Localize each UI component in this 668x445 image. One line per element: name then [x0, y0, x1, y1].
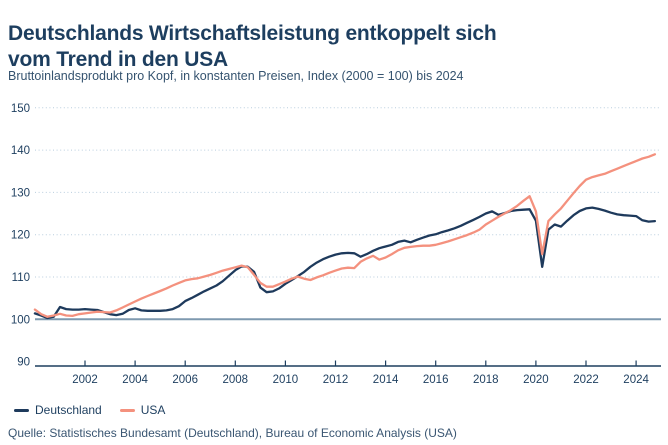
usa-line-swatch — [119, 408, 135, 412]
x-tick-label: 2014 — [373, 374, 399, 386]
x-tick-label: 2020 — [523, 374, 549, 386]
x-tick-label: 2018 — [473, 374, 499, 386]
y-tick-label: 120 — [11, 230, 30, 242]
x-tick-label: 2016 — [423, 374, 449, 386]
chart-title-line2: vom Trend in den USA — [8, 48, 229, 72]
y-tick-label: 140 — [11, 145, 30, 157]
y-tick-label: 100 — [11, 314, 30, 326]
x-tick-label: 2008 — [223, 374, 249, 386]
usa-line — [33, 153, 657, 318]
deutschland-line-swatch — [14, 408, 29, 412]
y-tick-label: 150 — [11, 103, 30, 115]
legend-label-deutschland: Deutschland — [35, 403, 102, 417]
x-tick-label: 2010 — [273, 374, 299, 386]
y-tick-label: 130 — [11, 187, 30, 199]
x-tick-label: 2024 — [623, 374, 649, 386]
y-tick-label: 110 — [12, 272, 30, 284]
y-tick-label: 90 — [17, 357, 30, 369]
chart-title-line1: Deutschlands Wirtschaftsleistung entkopp… — [8, 22, 497, 46]
legend-item-usa: USA — [119, 403, 166, 417]
chart-title: Deutschlands Wirtschaftsleistung entkopp… — [8, 21, 660, 73]
chart-legend: Deutschland USA — [14, 403, 165, 417]
x-tick-label: 2012 — [323, 374, 349, 386]
legend-item-deutschland: Deutschland — [14, 403, 102, 417]
legend-label-usa: USA — [140, 403, 166, 417]
x-tick-label: 2006 — [172, 374, 198, 386]
x-tick-label: 2022 — [573, 374, 599, 386]
x-tick-label: 2004 — [122, 374, 148, 386]
x-tick-label: 2002 — [72, 374, 98, 386]
deutschland-line — [33, 206, 657, 320]
source-note: Quelle: Statistisches Bundesamt (Deutsch… — [8, 426, 457, 440]
chart-subtitle: Bruttoinlandsprodukt pro Kopf, in konsta… — [8, 69, 464, 83]
